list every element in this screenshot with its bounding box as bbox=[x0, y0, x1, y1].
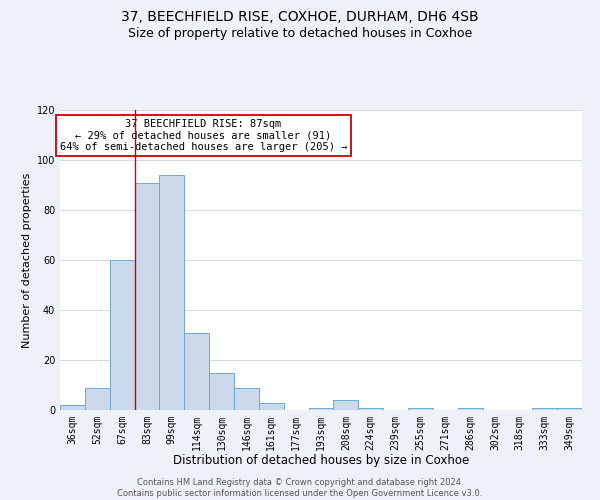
Bar bbox=[358, 408, 383, 410]
Bar bbox=[259, 402, 284, 410]
Bar bbox=[334, 400, 358, 410]
Bar bbox=[134, 182, 160, 410]
Bar bbox=[209, 372, 234, 410]
Text: 37 BEECHFIELD RISE: 87sqm
← 29% of detached houses are smaller (91)
64% of semi-: 37 BEECHFIELD RISE: 87sqm ← 29% of detac… bbox=[60, 119, 347, 152]
Bar bbox=[532, 408, 557, 410]
Text: 37, BEECHFIELD RISE, COXHOE, DURHAM, DH6 4SB: 37, BEECHFIELD RISE, COXHOE, DURHAM, DH6… bbox=[121, 10, 479, 24]
Bar bbox=[408, 408, 433, 410]
Bar bbox=[308, 408, 334, 410]
Bar bbox=[85, 388, 110, 410]
Bar bbox=[557, 408, 582, 410]
Text: Size of property relative to detached houses in Coxhoe: Size of property relative to detached ho… bbox=[128, 28, 472, 40]
Bar bbox=[110, 260, 134, 410]
Bar bbox=[60, 405, 85, 410]
Text: Contains HM Land Registry data © Crown copyright and database right 2024.
Contai: Contains HM Land Registry data © Crown c… bbox=[118, 478, 482, 498]
Bar bbox=[184, 332, 209, 410]
Y-axis label: Number of detached properties: Number of detached properties bbox=[22, 172, 32, 348]
X-axis label: Distribution of detached houses by size in Coxhoe: Distribution of detached houses by size … bbox=[173, 454, 469, 468]
Bar bbox=[160, 175, 184, 410]
Bar bbox=[234, 388, 259, 410]
Bar bbox=[458, 408, 482, 410]
